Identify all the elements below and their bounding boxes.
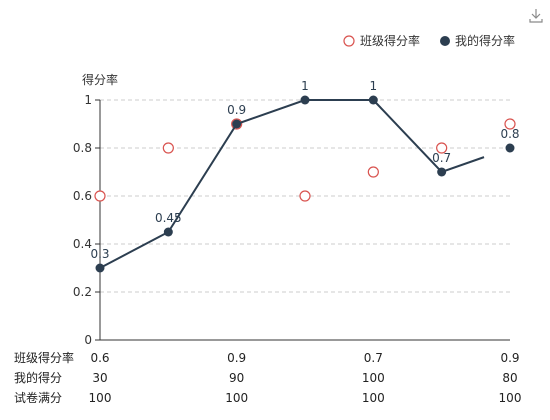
table-cell: 90 [229,371,244,385]
table-cell: 100 [89,391,112,405]
y-tick-label: 0 [84,333,92,347]
class-series [94,118,516,202]
my-rate-line [99,99,485,269]
my-rate-label: 0.9 [227,103,246,117]
my-rate-point[interactable] [163,227,173,237]
table-cell: 100 [362,371,385,385]
table-cell: 100 [362,391,385,405]
y-tick-label: 0.2 [73,285,92,299]
legend-label-my-rate: 我的得分率 [455,33,515,48]
class-rate-point[interactable] [162,142,174,154]
my-rate-point[interactable] [505,143,515,153]
my-rate-point[interactable] [95,263,105,273]
table-cell: 0.7 [364,351,383,365]
table-cell: 100 [225,391,248,405]
table-row-label: 试卷满分 [14,390,62,405]
class-rate-point[interactable] [299,190,311,202]
class-rate-point[interactable] [504,118,516,130]
axis-layer: 0 0.2 0.4 0.6 0.8 1 [73,93,510,347]
table-cell: 100 [499,391,522,405]
table-cell: 0.9 [227,351,246,365]
class-rate-point[interactable] [436,142,448,154]
my-rate-label: 0.7 [432,151,451,165]
table-row-label: 班级得分率 [14,350,74,365]
my-rate-label: 0.8 [500,127,519,141]
class-rate-point[interactable] [94,190,106,202]
table-row-label: 我的得分 [14,370,62,385]
my-rate-label: 1 [370,79,378,93]
legend-item-class-rate[interactable]: 班级得分率 [343,33,420,48]
y-axis-title: 得分率 [82,72,118,87]
table-cell: 30 [92,371,107,385]
class-rate-point[interactable] [367,166,379,178]
legend-marker-my-rate [440,36,450,46]
y-tick-label: 1 [84,93,92,107]
my-rate-point[interactable] [437,167,447,177]
y-tick-label: 0.6 [73,189,92,203]
my-series: 0.3 0.45 0.9 1 1 0.7 0.8 [90,79,520,273]
legend: 班级得分率 我的得分率 [343,33,515,48]
my-rate-label: 1 [301,79,309,93]
y-tick-label: 0.8 [73,141,92,155]
table-cell: 80 [502,371,517,385]
table-cell: 0.9 [500,351,519,365]
my-rate-point[interactable] [368,95,378,105]
my-rate-point[interactable] [300,95,310,105]
legend-marker-class-rate [343,35,355,47]
my-rate-label: 0.45 [155,211,182,225]
my-rate-point[interactable] [232,119,242,129]
download-icon[interactable] [529,9,543,23]
my-rate-label: 0.3 [90,247,109,261]
y-tick-label: 0.4 [73,237,92,251]
score-table: 班级得分率 0.6 0.9 0.7 0.9 我的得分 30 90 100 80 试卷满分 100 100… [14,350,521,405]
table-cell: 0.6 [90,351,109,365]
legend-item-my-rate[interactable]: 我的得分率 [440,33,515,48]
legend-label-class-rate: 班级得分率 [360,33,420,48]
